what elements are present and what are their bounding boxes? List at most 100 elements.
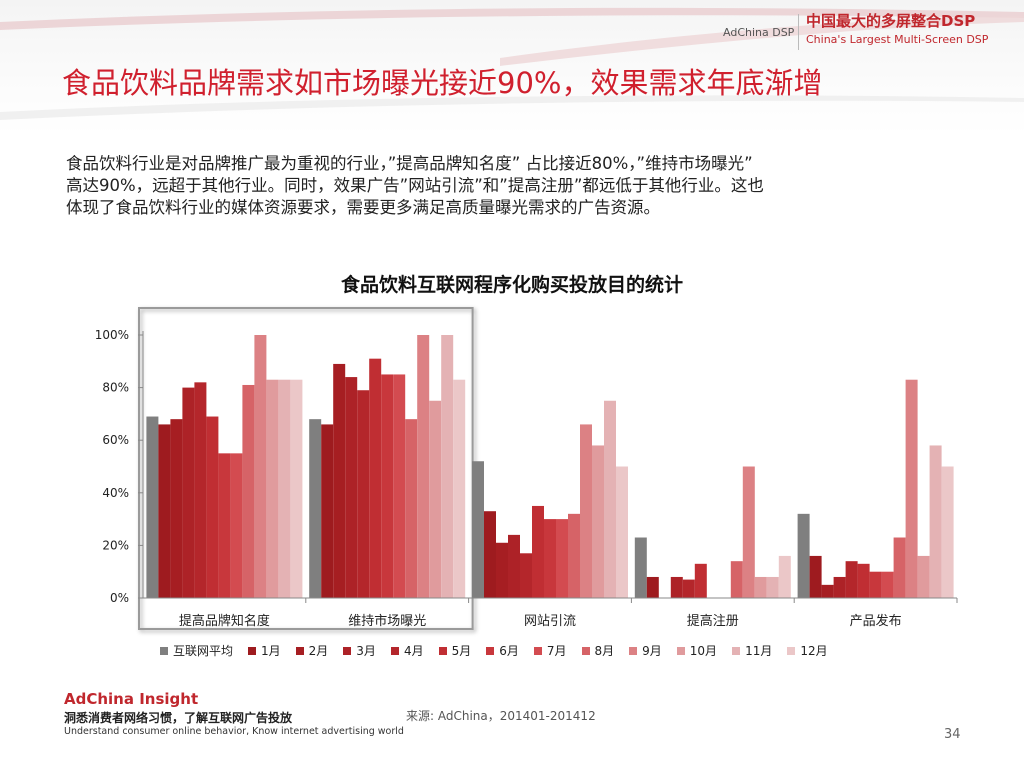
bar — [766, 576, 779, 598]
legend-item: 6月 — [486, 642, 519, 659]
bar — [893, 537, 906, 598]
y-tick-label: 60% — [102, 433, 129, 447]
legend-swatch — [581, 646, 590, 655]
legend-swatch — [295, 646, 304, 655]
y-tick-label: 80% — [102, 381, 129, 395]
bar — [592, 445, 604, 598]
bar — [778, 555, 791, 598]
bar — [472, 461, 484, 598]
bar — [357, 390, 370, 598]
body-line: 高达90%，远超于其他行业。同时，效果广告”网站引流”和”提高注册”都远低于其他… — [66, 176, 764, 195]
page-title: 食品饮料品牌需求如市场曝光接近90%，效果需求年底渐增 — [62, 66, 823, 100]
legend-swatch — [438, 646, 447, 655]
bar — [544, 519, 556, 598]
bar — [580, 424, 592, 598]
x-category-label: 提高注册 — [687, 613, 739, 629]
legend-item: 9月 — [629, 642, 662, 659]
body-line: 食品饮料行业是对品牌推广最为重视的行业，”提高品牌知名度” 占比接近80%，”维… — [66, 154, 753, 173]
bar — [194, 382, 207, 598]
header-swoosh-decoration — [0, 7, 1024, 120]
bar — [429, 400, 442, 598]
legend-item: 2月 — [295, 642, 328, 659]
y-tick-label: 40% — [102, 486, 129, 500]
bar — [833, 576, 846, 598]
x-category-label: 产品发布 — [850, 613, 902, 629]
bar — [381, 374, 394, 598]
bar — [309, 419, 322, 598]
bar — [556, 519, 568, 598]
bar — [857, 563, 870, 598]
y-tick-label: 100% — [95, 328, 129, 342]
legend-label: 互联网平均 — [173, 644, 234, 658]
bar — [170, 419, 183, 598]
bar — [206, 416, 219, 598]
legend-swatch — [343, 646, 352, 655]
bar — [230, 453, 243, 598]
chart-legend: 互联网平均 1月 2月 3月 4月 5月 6月 7月 8月 9月 10月 11月 12月 — [160, 642, 828, 659]
bar — [941, 466, 954, 598]
legend-label: 3月 — [356, 644, 376, 658]
bar — [730, 561, 743, 598]
bar — [881, 571, 894, 598]
bar — [290, 379, 303, 598]
legend-item: 10月 — [676, 642, 718, 659]
legend-item: 7月 — [533, 642, 567, 659]
bar — [146, 416, 159, 598]
legend-swatch — [533, 646, 542, 655]
bar-chart: 0% 20% 40% 60% 80% 100% 提高品牌知名度 维持市场曝光 网站引流 提高注册 产… — [95, 307, 958, 630]
x-category-label: 提高品牌知名度 — [179, 613, 270, 629]
bar — [809, 555, 822, 598]
bar — [321, 424, 334, 598]
bar — [496, 542, 508, 598]
bar — [333, 363, 346, 598]
bar — [604, 400, 616, 598]
legend-swatch — [248, 646, 257, 655]
legend-item: 12月 — [787, 642, 828, 659]
legend-label: 11月 — [745, 644, 773, 658]
bar — [682, 579, 695, 598]
bar — [646, 576, 659, 598]
bar — [694, 563, 707, 598]
bar — [484, 511, 496, 598]
brand-slogan-en: China's Largest Multi-Screen DSP — [806, 33, 989, 46]
bar — [670, 576, 683, 598]
legend-swatch — [676, 646, 685, 655]
brand-small: AdChina DSP — [723, 26, 795, 39]
chart-title: 食品饮料互联网程序化购买投放目的统计 — [340, 274, 683, 296]
bar — [520, 553, 532, 598]
bar — [568, 513, 580, 598]
y-tick-label: 20% — [102, 538, 129, 552]
legend-label: 4月 — [403, 644, 424, 658]
page-number: 34 — [944, 727, 961, 742]
bar — [278, 379, 291, 598]
bar — [508, 534, 520, 598]
legend-item: 1月 — [248, 642, 281, 659]
legend-label: 1月 — [261, 644, 281, 658]
legend-item: 互联网平均 — [160, 642, 233, 659]
brand-slogan-cn: 中国最大的多屏整合DSP — [806, 12, 976, 30]
bar — [754, 576, 767, 598]
legend-swatch — [486, 646, 495, 655]
bar — [266, 379, 279, 598]
bar — [634, 537, 647, 598]
legend-label: 10月 — [689, 644, 718, 658]
x-category-label: 维持市场曝光 — [348, 613, 426, 629]
legend-swatch — [787, 646, 796, 655]
legend-label: 5月 — [451, 644, 472, 658]
bar — [405, 419, 418, 598]
legend-label: 7月 — [546, 644, 567, 658]
body-paragraph: 食品饮料行业是对品牌推广最为重视的行业，”提高品牌知名度” 占比接近80%，”维… — [66, 153, 966, 219]
bar — [182, 387, 195, 598]
legend-item: 5月 — [438, 642, 472, 659]
bar — [393, 374, 406, 598]
bar — [821, 584, 834, 598]
footer-tagline-en: Understand consumer online behavior, Kno… — [64, 726, 404, 737]
bar — [417, 335, 430, 598]
legend-label: 12月 — [800, 644, 828, 658]
brand-divider — [798, 14, 799, 50]
legend-swatch — [160, 646, 168, 655]
legend-label: 8月 — [594, 644, 615, 658]
bar — [218, 453, 231, 598]
bar — [532, 505, 544, 598]
bar — [917, 555, 930, 598]
